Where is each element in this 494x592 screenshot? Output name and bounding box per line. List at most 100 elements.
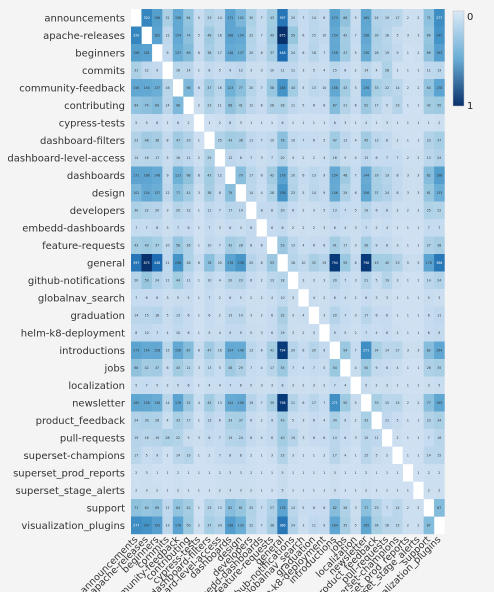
cell-value-label: 20 (291, 348, 295, 352)
cell-value-label: 6 (386, 331, 388, 335)
heatmap-cell (402, 44, 414, 62)
heatmap-cell (371, 9, 382, 27)
cell-value-label: 3 (386, 121, 388, 125)
cell-value-label: 1 (292, 488, 294, 492)
heatmap-cell (277, 236, 288, 255)
heatmap-cell (381, 219, 393, 237)
heatmap-cell (131, 131, 142, 150)
cell-value-label: 3 (355, 506, 357, 510)
cell-value-label: 1 (198, 208, 200, 212)
heatmap-cell (329, 96, 341, 115)
cell-value-label: 154 (144, 86, 150, 90)
cell-value-label: 3 (292, 313, 294, 317)
cell-value-label: 4 (219, 331, 221, 335)
row-label-announcements: announcements (44, 13, 125, 24)
heatmap-cell (319, 271, 330, 290)
heatmap-cell (392, 499, 403, 517)
cell-value-label: 2 (396, 331, 398, 335)
cell-value-label: 2 (438, 471, 440, 475)
cell-value-label: 2 (417, 506, 419, 510)
heatmap-cell (214, 429, 226, 447)
heatmap-cell (287, 359, 299, 377)
cell-value-label: 11 (291, 103, 295, 107)
cell-value-label: 77 (427, 401, 431, 405)
cell-value-label: 4 (355, 366, 357, 370)
heatmap-cell (256, 341, 268, 360)
cell-value-label: 1 (355, 471, 357, 475)
cell-value-label: 11 (291, 68, 295, 72)
heatmap-cell (423, 149, 435, 167)
heatmap-cell (172, 481, 184, 500)
heatmap-cell (151, 289, 163, 307)
heatmap-cell (162, 289, 173, 307)
cell-value-label: 16 (145, 436, 149, 440)
cell-value-label: 1 (198, 296, 200, 300)
heatmap-cell (329, 166, 341, 185)
cell-value-label: 15 (166, 348, 170, 352)
heatmap-cell (245, 376, 257, 395)
cell-value-label: 30 (375, 33, 379, 37)
heatmap-cell (245, 271, 257, 290)
cell-value-label: 14 (427, 453, 431, 457)
heatmap-cell (256, 324, 268, 342)
heatmap-cell (214, 341, 226, 360)
heatmap-cell (308, 446, 320, 465)
cell-value-label: 7 (355, 173, 357, 177)
cell-value-label: 10 (280, 296, 284, 300)
cell-value-label: 37 (155, 243, 159, 247)
cell-value-label: 11 (312, 523, 316, 527)
cell-value-label: 2 (355, 296, 357, 300)
cell-value-label: 6 (302, 33, 304, 37)
heatmap-cell (204, 9, 215, 27)
row-label-support: support (87, 503, 125, 514)
heatmap-cell (423, 114, 435, 132)
heatmap-cell (235, 61, 247, 80)
cell-value-label: 1 (302, 121, 304, 125)
heatmap-cell (340, 376, 351, 395)
heatmap-cell (340, 499, 351, 517)
heatmap-cell (381, 499, 393, 517)
cell-value-label: 2 (417, 51, 419, 55)
cell-value-label: 1 (376, 471, 378, 475)
cell-value-label: 4 (344, 453, 346, 457)
cell-value-label: 44 (176, 278, 180, 282)
cell-value-label: 9 (396, 51, 398, 55)
heatmap-cell (287, 499, 299, 517)
cell-value-label: 7 (302, 16, 304, 20)
cell-value-label: 247 (144, 523, 150, 527)
heatmap-cell (340, 236, 351, 255)
heatmap-cell (277, 376, 288, 395)
heatmap-cell (402, 359, 414, 377)
heatmap-cell (329, 219, 341, 237)
heatmap-cell (319, 341, 330, 360)
heatmap-cell (423, 166, 435, 185)
cell-value-label: 17 (134, 453, 138, 457)
cell-value-label: 43 (280, 418, 284, 422)
cell-value-label: 3 (261, 383, 263, 387)
heatmap-cell (235, 254, 247, 272)
cell-value-label: 137 (154, 86, 160, 90)
heatmap-cell (204, 481, 215, 500)
heatmap-cell (235, 394, 247, 412)
cell-value-label: 1 (323, 121, 325, 125)
heatmap-cell (308, 516, 320, 535)
heatmap-cell (392, 516, 403, 535)
heatmap-cell (381, 61, 393, 80)
cell-value-label: 26 (155, 418, 159, 422)
heatmap-cell (350, 464, 362, 482)
heatmap-cell (329, 376, 341, 395)
cell-value-label: 165 (363, 16, 369, 20)
cell-value-label: 20 (134, 278, 138, 282)
heatmap-cell (298, 219, 309, 237)
cell-value-label: 3 (146, 488, 148, 492)
heatmap-cell (287, 149, 299, 167)
cell-value-label: 5 (365, 383, 367, 387)
heatmap-cell (298, 114, 309, 132)
cell-value-label: 1 (428, 121, 430, 125)
heatmap-cell (402, 341, 414, 360)
heatmap-cell (162, 254, 173, 272)
cell-value-label: 146 (238, 348, 244, 352)
cell-value-label: 1 (261, 453, 263, 457)
cell-value-label: 875 (144, 261, 150, 265)
heatmap-cell (245, 429, 257, 447)
